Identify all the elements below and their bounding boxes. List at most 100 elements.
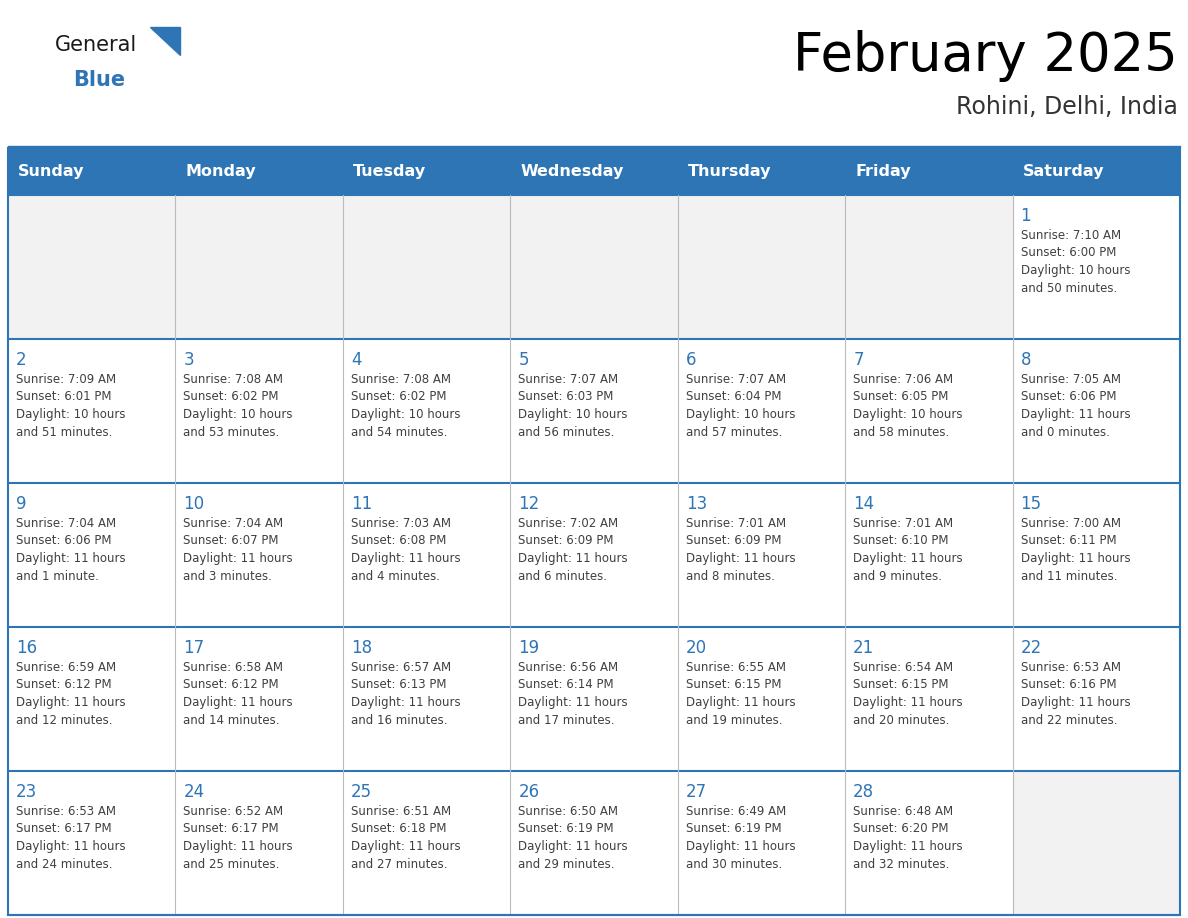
- Polygon shape: [150, 27, 181, 55]
- Text: Sunrise: 7:05 AM: Sunrise: 7:05 AM: [1020, 373, 1120, 386]
- Text: 28: 28: [853, 783, 874, 801]
- Text: Daylight: 11 hours: Daylight: 11 hours: [1020, 552, 1130, 565]
- Text: and 11 minutes.: and 11 minutes.: [1020, 569, 1117, 583]
- Text: Sunrise: 6:51 AM: Sunrise: 6:51 AM: [350, 805, 451, 818]
- Text: February 2025: February 2025: [794, 30, 1178, 82]
- Text: Daylight: 11 hours: Daylight: 11 hours: [853, 552, 962, 565]
- Bar: [677, 771, 845, 915]
- Text: and 20 minutes.: and 20 minutes.: [853, 713, 949, 726]
- Text: and 30 minutes.: and 30 minutes.: [685, 857, 782, 870]
- Text: Sunset: 6:01 PM: Sunset: 6:01 PM: [15, 390, 112, 404]
- Text: and 9 minutes.: and 9 minutes.: [853, 569, 942, 583]
- Text: 18: 18: [350, 639, 372, 657]
- Text: Daylight: 10 hours: Daylight: 10 hours: [350, 408, 461, 421]
- Text: and 58 minutes.: and 58 minutes.: [853, 426, 949, 439]
- Text: 13: 13: [685, 495, 707, 513]
- Bar: [511, 483, 677, 627]
- Text: Sunset: 6:02 PM: Sunset: 6:02 PM: [350, 390, 447, 404]
- Text: and 57 minutes.: and 57 minutes.: [685, 426, 782, 439]
- Text: Daylight: 11 hours: Daylight: 11 hours: [518, 696, 628, 709]
- Text: and 1 minute.: and 1 minute.: [15, 569, 99, 583]
- Text: Sunset: 6:15 PM: Sunset: 6:15 PM: [685, 678, 782, 691]
- Text: Sunset: 6:00 PM: Sunset: 6:00 PM: [1020, 247, 1116, 260]
- Text: Sunset: 6:11 PM: Sunset: 6:11 PM: [1020, 534, 1117, 547]
- Text: Daylight: 10 hours: Daylight: 10 hours: [853, 408, 962, 421]
- Text: 27: 27: [685, 783, 707, 801]
- Text: and 19 minutes.: and 19 minutes.: [685, 713, 782, 726]
- Text: Daylight: 11 hours: Daylight: 11 hours: [183, 552, 293, 565]
- Text: Daylight: 11 hours: Daylight: 11 hours: [685, 840, 795, 853]
- Text: 16: 16: [15, 639, 37, 657]
- Text: Daylight: 11 hours: Daylight: 11 hours: [685, 552, 795, 565]
- Text: Sunset: 6:05 PM: Sunset: 6:05 PM: [853, 390, 948, 404]
- Bar: [677, 195, 845, 339]
- Text: Daylight: 11 hours: Daylight: 11 hours: [15, 696, 126, 709]
- Text: Sunday: Sunday: [18, 164, 84, 179]
- Text: Daylight: 10 hours: Daylight: 10 hours: [518, 408, 627, 421]
- Text: 22: 22: [1020, 639, 1042, 657]
- Bar: [176, 627, 343, 771]
- Text: Sunrise: 6:48 AM: Sunrise: 6:48 AM: [853, 805, 953, 818]
- Text: Sunset: 6:09 PM: Sunset: 6:09 PM: [685, 534, 782, 547]
- Text: Sunrise: 6:55 AM: Sunrise: 6:55 AM: [685, 661, 785, 674]
- Text: and 29 minutes.: and 29 minutes.: [518, 857, 614, 870]
- Text: 8: 8: [1020, 351, 1031, 369]
- Text: 17: 17: [183, 639, 204, 657]
- Text: 4: 4: [350, 351, 361, 369]
- Text: Sunrise: 7:07 AM: Sunrise: 7:07 AM: [518, 373, 619, 386]
- Text: 24: 24: [183, 783, 204, 801]
- Bar: [1012, 483, 1180, 627]
- Text: Daylight: 10 hours: Daylight: 10 hours: [183, 408, 293, 421]
- Bar: [511, 771, 677, 915]
- Text: Sunset: 6:15 PM: Sunset: 6:15 PM: [853, 678, 949, 691]
- Text: Sunset: 6:09 PM: Sunset: 6:09 PM: [518, 534, 614, 547]
- Bar: [845, 483, 1012, 627]
- Text: and 32 minutes.: and 32 minutes.: [853, 857, 949, 870]
- Bar: [176, 339, 343, 483]
- Text: Sunset: 6:19 PM: Sunset: 6:19 PM: [518, 823, 614, 835]
- Text: Sunrise: 6:53 AM: Sunrise: 6:53 AM: [15, 805, 116, 818]
- Bar: [343, 339, 511, 483]
- Text: Sunrise: 6:56 AM: Sunrise: 6:56 AM: [518, 661, 619, 674]
- Text: and 4 minutes.: and 4 minutes.: [350, 569, 440, 583]
- Text: and 17 minutes.: and 17 minutes.: [518, 713, 614, 726]
- Text: Sunrise: 6:50 AM: Sunrise: 6:50 AM: [518, 805, 618, 818]
- Text: Sunrise: 6:57 AM: Sunrise: 6:57 AM: [350, 661, 451, 674]
- Text: and 16 minutes.: and 16 minutes.: [350, 713, 448, 726]
- Bar: [343, 483, 511, 627]
- Text: 15: 15: [1020, 495, 1042, 513]
- Text: and 12 minutes.: and 12 minutes.: [15, 713, 113, 726]
- Text: Sunrise: 6:59 AM: Sunrise: 6:59 AM: [15, 661, 116, 674]
- Text: Tuesday: Tuesday: [353, 164, 426, 179]
- Bar: [8, 195, 176, 339]
- Bar: [176, 195, 343, 339]
- Bar: [8, 483, 176, 627]
- Text: Sunrise: 7:08 AM: Sunrise: 7:08 AM: [183, 373, 284, 386]
- Text: Monday: Monday: [185, 164, 257, 179]
- Text: Daylight: 11 hours: Daylight: 11 hours: [15, 552, 126, 565]
- Text: Wednesday: Wednesday: [520, 164, 624, 179]
- Text: Daylight: 11 hours: Daylight: 11 hours: [518, 840, 628, 853]
- Text: Sunset: 6:16 PM: Sunset: 6:16 PM: [1020, 678, 1117, 691]
- Text: 2: 2: [15, 351, 26, 369]
- Text: 5: 5: [518, 351, 529, 369]
- Text: and 8 minutes.: and 8 minutes.: [685, 569, 775, 583]
- Text: 12: 12: [518, 495, 539, 513]
- Text: Sunset: 6:12 PM: Sunset: 6:12 PM: [15, 678, 112, 691]
- Text: Daylight: 11 hours: Daylight: 11 hours: [518, 552, 628, 565]
- Text: and 22 minutes.: and 22 minutes.: [1020, 713, 1117, 726]
- Bar: [176, 771, 343, 915]
- Text: Daylight: 11 hours: Daylight: 11 hours: [350, 552, 461, 565]
- Text: and 6 minutes.: and 6 minutes.: [518, 569, 607, 583]
- Bar: [1012, 627, 1180, 771]
- Text: Daylight: 11 hours: Daylight: 11 hours: [1020, 408, 1130, 421]
- Text: Daylight: 11 hours: Daylight: 11 hours: [853, 840, 962, 853]
- Text: Sunrise: 7:02 AM: Sunrise: 7:02 AM: [518, 517, 619, 530]
- Text: 10: 10: [183, 495, 204, 513]
- Bar: [845, 627, 1012, 771]
- Text: Sunset: 6:07 PM: Sunset: 6:07 PM: [183, 534, 279, 547]
- Text: Saturday: Saturday: [1023, 164, 1104, 179]
- Text: Sunset: 6:14 PM: Sunset: 6:14 PM: [518, 678, 614, 691]
- Text: 9: 9: [15, 495, 26, 513]
- Text: Sunset: 6:08 PM: Sunset: 6:08 PM: [350, 534, 447, 547]
